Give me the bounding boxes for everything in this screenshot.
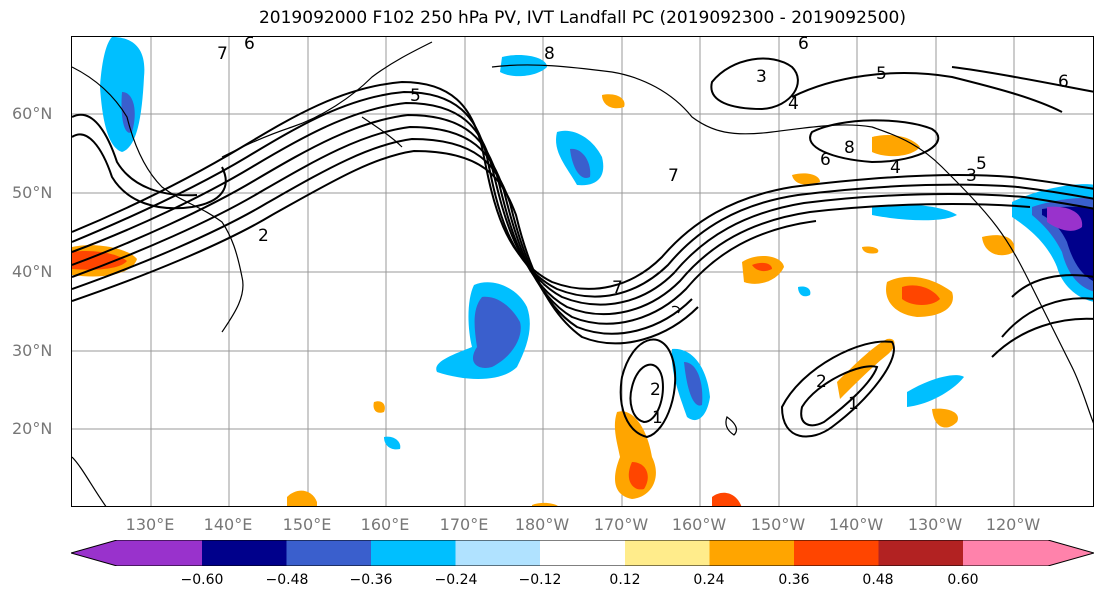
colorbar-tick-label: −0.24 <box>434 572 478 588</box>
lon-label: 130°W <box>907 515 963 534</box>
contour-label: 1 <box>652 408 663 428</box>
colorbar-tick-label: 0.48 <box>862 572 894 588</box>
pos-blob-hawaii-south-core <box>628 462 648 490</box>
colorbar-tick-label: −0.12 <box>518 572 562 588</box>
pos-blob-south-2 <box>712 492 742 506</box>
pos-blob-alaska <box>872 135 920 157</box>
neg-blob-subtropics-core <box>684 362 703 406</box>
colorbar-segment <box>878 540 963 566</box>
contour-label: 8 <box>544 44 555 64</box>
lon-label: 160°E <box>360 515 410 534</box>
pos-blob-south-3 <box>532 502 558 506</box>
colorbar-segment <box>794 540 879 566</box>
contour-label: 8 <box>844 138 855 158</box>
contour-labels: 6 7 8 6 3 5 6 4 8 6 5 4 3 7 5 2 7 2 1 2 … <box>217 37 1069 428</box>
neg-blob-west-coast-purple <box>1047 206 1083 231</box>
colorbar-tick-label: 0.60 <box>947 572 979 588</box>
contour-label: 2 <box>816 372 827 392</box>
pos-blob-aleutian <box>602 94 625 109</box>
gridlines <box>72 37 1093 506</box>
pos-blob-east-small-core <box>752 262 772 272</box>
colorbar-segment <box>371 540 456 566</box>
colorbar-tick-label: 0.36 <box>778 572 810 588</box>
colorbar-tick-label: −0.48 <box>265 572 309 588</box>
lat-label: 40°N <box>12 262 53 281</box>
neg-blob-small-2 <box>798 286 811 297</box>
figure-title: 2019092000 F102 250 hPa PV, IVT Landfall… <box>258 8 906 28</box>
colorbar-segment <box>286 540 371 566</box>
pos-blob-diagonal <box>837 338 895 399</box>
lon-label: 140°E <box>203 515 253 534</box>
colorbar-segment <box>455 540 540 566</box>
neg-blob-bering-core <box>570 148 591 178</box>
colorbar-tick-label: 0.12 <box>609 572 641 588</box>
lon-label: 160°W <box>671 515 727 534</box>
lon-label: 120°W <box>985 515 1041 534</box>
contour-label: 4 <box>788 94 799 114</box>
lon-label: 150°E <box>282 515 332 534</box>
colorbar-tick-label: −0.36 <box>349 572 393 588</box>
colorbar-segment <box>540 540 625 566</box>
contour-label: 6 <box>244 37 255 54</box>
colorbar-extend-low <box>71 540 202 566</box>
contour-label: 7 <box>217 44 228 64</box>
contour-label: 5 <box>976 154 987 174</box>
contour-label: 6 <box>798 37 809 54</box>
contour-label: 1 <box>848 394 859 414</box>
colorbar-segment <box>202 540 287 566</box>
lon-label: 170°E <box>439 515 489 534</box>
contour-label: 2 <box>258 226 269 246</box>
lat-label: 60°N <box>12 104 53 123</box>
contour-label: 7 <box>668 166 679 186</box>
neg-blob-small-1 <box>384 436 401 450</box>
pc-shading <box>72 37 1093 506</box>
pos-blob-sub-east <box>932 408 958 428</box>
lon-label: 150°W <box>750 515 806 534</box>
contour-label: 7 <box>612 278 623 298</box>
colorbar-segment <box>625 540 710 566</box>
contour-label: 3 <box>966 166 977 186</box>
neg-blob-north-pacific-center-core <box>472 296 521 368</box>
colorbar-segment <box>709 540 794 566</box>
lon-label: 180°W <box>514 515 570 534</box>
contour-label: 6 <box>820 150 831 170</box>
contour-label: 4 <box>890 158 901 178</box>
pos-blob-small-5 <box>862 246 879 254</box>
pos-blob-south-1 <box>287 490 317 506</box>
lon-label: 170°W <box>593 515 649 534</box>
pos-blob-small-4 <box>373 401 385 413</box>
contour-label: 3 <box>756 67 767 87</box>
neg-blob-kamchatka-core <box>121 92 135 133</box>
lat-label: 50°N <box>12 183 53 202</box>
neg-blob-subtropical-east <box>907 375 964 407</box>
contour-label: 5 <box>876 64 887 84</box>
neg-blob-arctic <box>500 55 547 77</box>
lat-label: 20°N <box>12 419 53 438</box>
colorbar <box>69 539 1096 567</box>
pos-blob-east-mid-core <box>902 285 940 305</box>
lat-label: 30°N <box>12 341 53 360</box>
neg-blob-east-pacific <box>872 204 957 221</box>
colorbar-canvas <box>69 539 1096 567</box>
lon-label: 130°E <box>125 515 175 534</box>
colorbar-tick-label: −0.60 <box>180 572 224 588</box>
coastlines <box>72 41 1093 506</box>
map-panel: 6 7 8 6 3 5 6 4 8 6 5 4 3 7 5 2 7 2 1 2 … <box>71 36 1094 507</box>
colorbar-extend-high <box>963 540 1094 566</box>
pos-blob-gulf <box>792 173 820 185</box>
contour-label: 2 <box>650 380 661 400</box>
pv-contours <box>72 57 1093 439</box>
pos-blob-japan-west-core <box>72 251 127 270</box>
contour-label: 5 <box>410 86 421 106</box>
lon-label: 140°W <box>828 515 884 534</box>
map-canvas: 6 7 8 6 3 5 6 4 8 6 5 4 3 7 5 2 7 2 1 2 … <box>72 37 1093 506</box>
contour-label: 6 <box>1058 72 1069 92</box>
colorbar-tick-label: 0.24 <box>693 572 725 588</box>
